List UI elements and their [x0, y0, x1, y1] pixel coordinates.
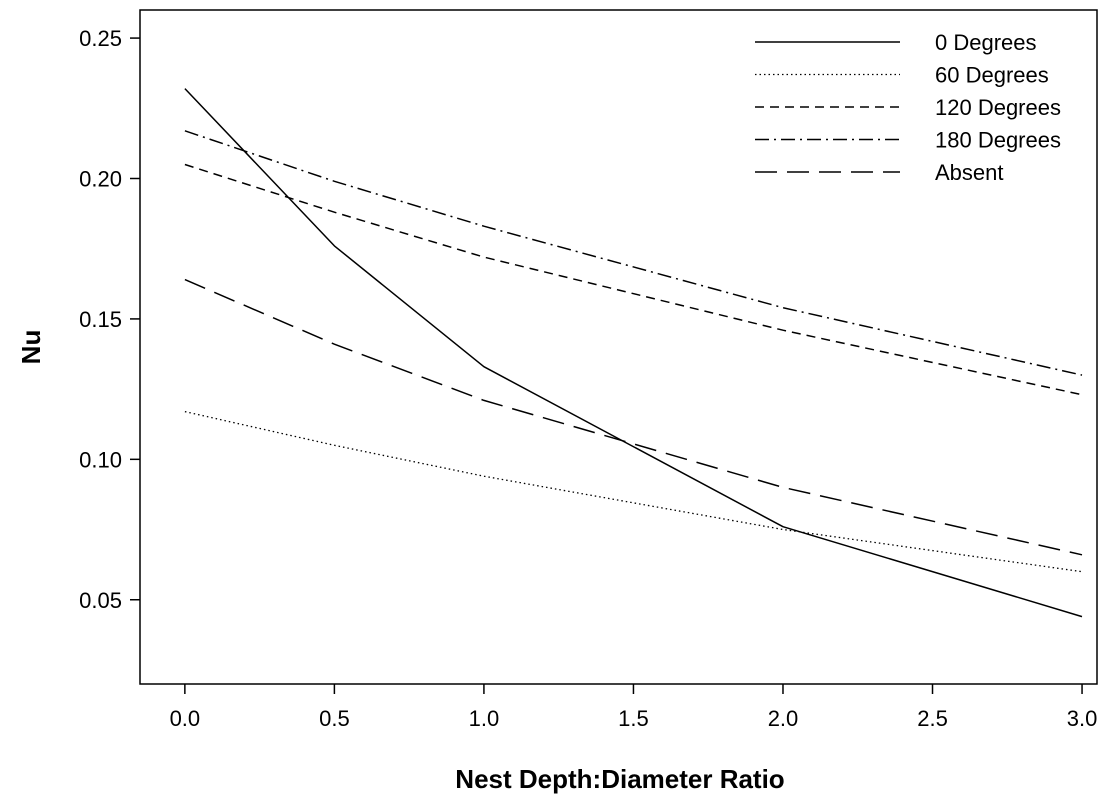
x-tick-label: 1.0 [469, 706, 500, 731]
series-line-0-degrees [184, 88, 1083, 618]
series-line-180-degrees [184, 130, 1083, 376]
legend-label: 0 Degrees [935, 30, 1037, 55]
legend-label: 180 Degrees [935, 128, 1061, 153]
legend-label: Absent [935, 160, 1004, 185]
x-tick-label: 2.0 [768, 706, 799, 731]
x-axis-title: Nest Depth:Diameter Ratio [455, 764, 784, 794]
x-axis: 0.0 0.5 1.0 1.5 2.0 2.5 3.0 [170, 684, 1098, 731]
y-tick-label: 0.20 [79, 167, 122, 192]
x-tick-label: 0.0 [170, 706, 201, 731]
y-axis: 0.05 0.10 0.15 0.20 0.25 [79, 26, 140, 613]
legend-label: 120 Degrees [935, 95, 1061, 120]
plot-area-frame [139, 9, 1098, 685]
x-tick-label: 0.5 [319, 706, 350, 731]
x-tick-label: 2.5 [917, 706, 948, 731]
series-line-absent [184, 278, 1083, 556]
y-tick-label: 0.25 [79, 26, 122, 51]
series-line-60-degrees [184, 410, 1083, 573]
series-lines [184, 88, 1083, 618]
y-tick-label: 0.10 [79, 447, 122, 472]
x-tick-label: 3.0 [1067, 706, 1098, 731]
y-axis-title: Nu [16, 330, 46, 365]
y-tick-label: 0.05 [79, 588, 122, 613]
series-line-120-degrees [184, 163, 1083, 396]
y-tick-label: 0.15 [79, 307, 122, 332]
legend: 0 Degrees 60 Degrees 120 Degrees 180 Degree… [755, 30, 1061, 185]
legend-label: 60 Degrees [935, 63, 1049, 88]
x-tick-label: 1.5 [618, 706, 649, 731]
